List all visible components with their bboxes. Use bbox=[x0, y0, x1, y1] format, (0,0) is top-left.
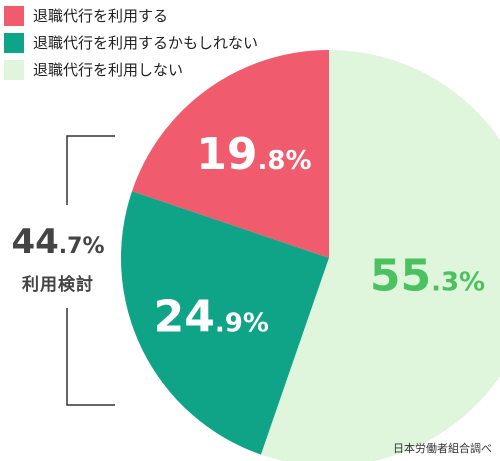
slice-not-use bbox=[261, 50, 500, 461]
legend-swatch-use bbox=[4, 5, 24, 26]
legend-item-use: 退職代行を利用する bbox=[4, 2, 258, 29]
source-note: 日本労働者組合調べ bbox=[393, 442, 492, 455]
slice-use-label: 19.8% bbox=[196, 129, 311, 180]
legend-item-not-use: 退職代行を利用しない bbox=[4, 56, 258, 83]
legend: 退職代行を利用する 退職代行を利用するかもしれない 退職代行を利用しない bbox=[4, 2, 258, 83]
legend-item-maybe: 退職代行を利用するかもしれない bbox=[4, 29, 258, 56]
legend-label-use: 退職代行を利用する bbox=[33, 7, 169, 25]
combined-label: 利用検討 bbox=[22, 275, 94, 295]
legend-swatch-maybe bbox=[4, 32, 24, 53]
slice-maybe bbox=[120, 191, 329, 455]
legend-swatch-not-use bbox=[4, 59, 24, 80]
legend-label-maybe: 退職代行を利用するかもしれない bbox=[33, 34, 259, 52]
slice-use bbox=[132, 49, 329, 259]
legend-label-not-use: 退職代行を利用しない bbox=[33, 61, 184, 79]
combined-percentage-dec: .7% bbox=[58, 234, 105, 259]
combined-percentage-int: 44 bbox=[11, 222, 59, 262]
slice-not-use-label: 55.3% bbox=[370, 251, 485, 302]
slice-maybe-label: 24.9% bbox=[154, 292, 269, 343]
bracket-line bbox=[66, 135, 115, 406]
combined-percentage: 44.7% bbox=[6, 222, 110, 262]
